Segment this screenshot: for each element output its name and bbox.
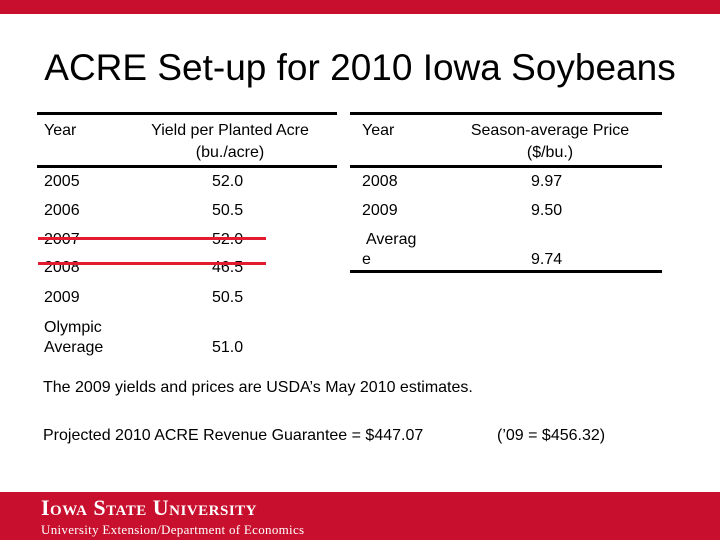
footer-bar bbox=[0, 492, 720, 540]
price-header-title: Season-average Price bbox=[470, 122, 630, 139]
yield-header-unit: (bu./acre) bbox=[195, 144, 265, 161]
price-row-year: 2008 bbox=[362, 173, 398, 190]
strikethrough-line bbox=[38, 237, 266, 240]
price-table-bottom-rule bbox=[350, 270, 662, 273]
yield-header-year: Year bbox=[44, 122, 77, 139]
slide-title: ACRE Set-up for 2010 Iowa Soybeans bbox=[44, 47, 676, 88]
yield-row-year: 2008 bbox=[44, 259, 80, 276]
yield-row-year: 2009 bbox=[44, 289, 80, 306]
price-table-top-rule bbox=[350, 112, 662, 115]
university-wordmark: Iowa State University bbox=[41, 495, 257, 520]
yield-table-top-rule bbox=[37, 112, 337, 115]
average-label-line1: Averag bbox=[366, 231, 417, 248]
price-row-value: 9.97 bbox=[531, 173, 563, 190]
price-header-unit: ($/bu.) bbox=[526, 144, 574, 161]
estimates-note: The 2009 yields and prices are USDA’s Ma… bbox=[43, 379, 473, 396]
previous-guarantee-note: (’09 = $456.32) bbox=[497, 427, 606, 444]
price-header-year: Year bbox=[362, 122, 395, 139]
top-red-bar bbox=[0, 0, 720, 14]
olympic-label-line2: Average bbox=[44, 339, 104, 356]
yield-row-year: 2006 bbox=[44, 202, 80, 219]
strikethrough-line bbox=[38, 262, 266, 265]
department-name: University Extension/Department of Econo… bbox=[41, 522, 305, 537]
price-row-value: 9.50 bbox=[531, 202, 563, 219]
yield-row-year: 2005 bbox=[44, 173, 80, 190]
price-table-header-rule bbox=[350, 165, 662, 168]
price-average-value: 9.74 bbox=[531, 251, 563, 268]
yield-row-value: 46.5 bbox=[212, 259, 244, 276]
average-label-line2: e bbox=[362, 251, 371, 268]
guarantee-note: Projected 2010 ACRE Revenue Guarantee = … bbox=[43, 427, 424, 444]
yield-row-value: 50.5 bbox=[212, 289, 244, 306]
yield-row-value: 52.0 bbox=[212, 173, 244, 190]
yield-row-value: 50.5 bbox=[212, 202, 244, 219]
olympic-label-line1: Olympic bbox=[44, 319, 102, 336]
yield-header-title: Yield per Planted Acre bbox=[151, 122, 309, 139]
price-row-year: 2009 bbox=[362, 202, 398, 219]
yield-table-header-rule bbox=[37, 165, 337, 168]
olympic-average-value: 51.0 bbox=[212, 339, 244, 356]
